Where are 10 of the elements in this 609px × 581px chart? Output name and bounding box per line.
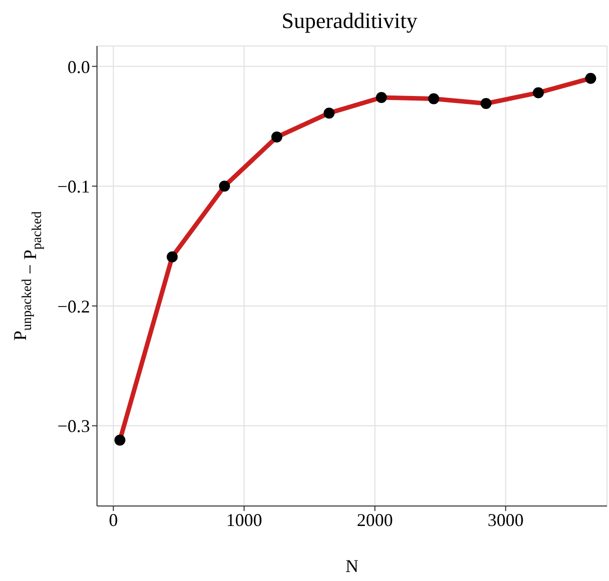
x-tick-label: 0 xyxy=(108,510,118,530)
y-tick-label: 0.0 xyxy=(68,56,90,77)
x-tick-label: 3000 xyxy=(488,510,524,530)
y-tick-label: −0.3 xyxy=(57,416,90,436)
x-tick-label: 1000 xyxy=(226,510,262,530)
x-axis-title: N xyxy=(346,556,358,576)
x-tick-label: 2000 xyxy=(356,510,393,530)
chart-title: Superadditivity xyxy=(280,8,418,34)
y-tick-label: −0.2 xyxy=(57,296,90,316)
y-tick-label: −0.1 xyxy=(57,176,90,197)
